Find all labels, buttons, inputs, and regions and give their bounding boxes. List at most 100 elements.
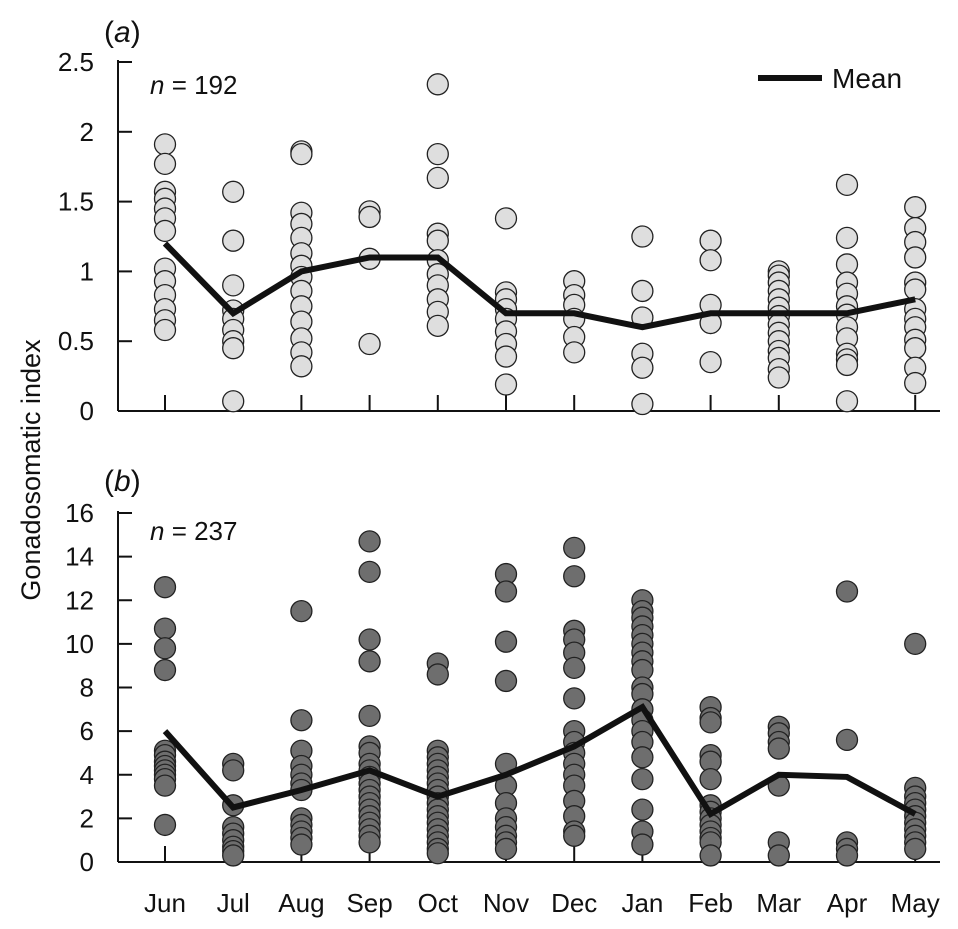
data-point	[563, 565, 586, 588]
data-point	[358, 332, 381, 356]
data-point	[904, 837, 927, 861]
data-point	[494, 669, 518, 693]
sample-size-label: n = 192	[150, 70, 237, 100]
data-point	[835, 173, 859, 196]
y-tick-label: 8	[80, 673, 94, 703]
data-point	[904, 246, 927, 269]
y-tick-label: 0	[80, 396, 94, 426]
data-point	[222, 180, 245, 203]
data-point	[699, 767, 722, 791]
data-point	[358, 650, 381, 673]
data-point	[904, 632, 927, 656]
y-tick-label: 0.5	[58, 326, 94, 356]
y-tick-label: 2	[80, 117, 94, 147]
data-point	[767, 737, 790, 760]
panel-a: 0 0.5 1 1.5 2 2.5 (a) n = 192	[58, 16, 940, 426]
data-point	[358, 530, 381, 553]
data-point	[835, 580, 859, 603]
y-tick-label: 6	[80, 716, 94, 746]
x-tick-label: Jan	[621, 888, 663, 918]
data-point	[358, 560, 381, 584]
data-point	[222, 337, 245, 360]
panel-label: (b)	[104, 465, 141, 498]
panel-label: (a)	[104, 16, 141, 49]
data-point	[904, 337, 927, 360]
data-point	[153, 617, 177, 640]
data-point	[358, 704, 381, 728]
y-tick-label: 12	[65, 585, 94, 615]
data-point	[631, 279, 654, 303]
data-point	[835, 728, 859, 751]
data-point	[290, 833, 313, 856]
data-point	[222, 274, 245, 297]
data-point	[699, 249, 722, 272]
data-point	[426, 73, 449, 96]
data-point	[494, 580, 518, 603]
x-tick-label: Jun	[144, 888, 186, 918]
x-tick-label: Jul	[217, 888, 250, 918]
data-point	[631, 798, 654, 821]
data-point	[290, 355, 313, 378]
y-tick-label: 4	[80, 760, 94, 790]
data-point	[290, 709, 313, 732]
data-point	[222, 844, 245, 867]
data-point	[631, 746, 654, 769]
data-point	[563, 656, 586, 680]
data-point	[494, 837, 518, 861]
data-point	[153, 576, 177, 599]
data-point	[699, 229, 722, 252]
y-tick-label: 2	[80, 803, 94, 833]
data-point	[699, 711, 722, 734]
y-tick-label: 16	[65, 498, 94, 528]
mean-line	[162, 241, 916, 331]
data-point	[153, 637, 177, 660]
data-point	[153, 318, 177, 342]
data-point	[153, 813, 177, 837]
data-point	[767, 844, 790, 867]
data-point	[494, 630, 518, 653]
data-point	[494, 345, 518, 368]
data-point	[426, 142, 449, 166]
data-point	[222, 390, 245, 413]
sample-size-label: n = 237	[150, 516, 237, 546]
x-tick-label: Nov	[483, 888, 529, 918]
data-point	[904, 371, 927, 395]
data-point	[631, 392, 654, 416]
data-point	[290, 142, 313, 166]
data-point	[699, 844, 722, 867]
y-tick-label: 1.5	[58, 187, 94, 217]
data-point	[222, 229, 245, 252]
x-tick-label: May	[891, 888, 940, 918]
data-point	[494, 373, 518, 396]
data-point	[290, 600, 313, 623]
data-point	[631, 767, 654, 791]
x-tick-label: Apr	[827, 888, 868, 918]
x-tick-label: Feb	[688, 888, 733, 918]
data-point	[494, 207, 518, 230]
data-point	[153, 774, 177, 797]
data-point	[153, 152, 177, 176]
data-point	[767, 366, 790, 389]
data-point	[358, 628, 381, 651]
data-point	[563, 536, 586, 560]
x-tick-label: Oct	[418, 888, 459, 918]
data-point	[835, 844, 859, 867]
legend: Mean	[758, 63, 902, 94]
mean-line	[162, 703, 917, 819]
y-axis-label: Gonadosomatic index	[16, 339, 46, 601]
data-point	[153, 658, 177, 682]
x-tick-label: Dec	[551, 888, 597, 918]
y-tick-label: 0	[80, 847, 94, 877]
data-point	[835, 226, 859, 250]
data-point	[563, 824, 586, 847]
y-tick-label: 14	[65, 542, 94, 572]
data-point	[358, 831, 381, 854]
y-tick-label: 2.5	[58, 47, 94, 77]
data-point	[563, 687, 586, 710]
data-point	[153, 133, 177, 156]
data-point	[426, 229, 449, 252]
data-point	[563, 341, 586, 364]
data-point	[153, 219, 177, 243]
data-point	[835, 390, 859, 413]
